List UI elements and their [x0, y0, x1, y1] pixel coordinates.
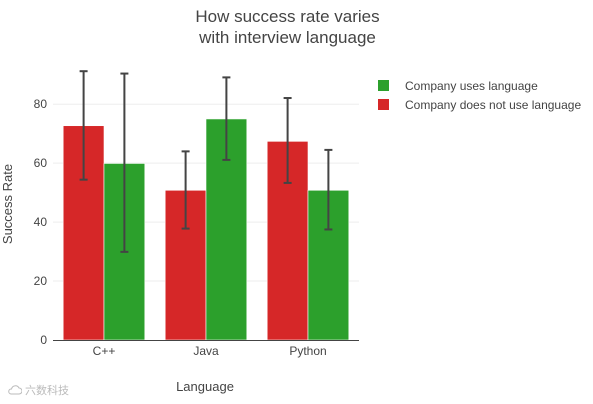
- legend-swatch: [378, 99, 389, 110]
- watermark: 六数科技: [8, 382, 69, 398]
- y-axis-label: Success Rate: [0, 164, 15, 244]
- y-tick-label: 0: [40, 333, 47, 347]
- x-tick-label: Python: [289, 344, 326, 358]
- error-bars-group: [79, 70, 333, 253]
- legend-item[interactable]: Company does not use language: [378, 95, 581, 114]
- legend: Company uses language Company does not us…: [378, 76, 581, 114]
- chart-title: How success rate varies with interview l…: [150, 6, 425, 48]
- legend-item[interactable]: Company uses language: [378, 76, 581, 95]
- watermark-text: 六数科技: [25, 385, 69, 397]
- y-tick-label: 60: [34, 156, 48, 170]
- chart-title-line-2: with interview language: [199, 28, 376, 47]
- error-bar: [181, 150, 190, 230]
- error-bar: [79, 70, 88, 181]
- x-axis-label: Language: [176, 379, 234, 394]
- legend-label: Company uses language: [405, 78, 538, 93]
- legend-label: Company does not use language: [405, 97, 582, 112]
- axes-group: 0 20 40 60 80 C++ Java Python: [34, 97, 359, 358]
- y-tick-label: 80: [34, 97, 48, 111]
- error-bar: [222, 76, 231, 161]
- error-bar: [283, 97, 292, 184]
- error-bar: [120, 72, 129, 253]
- cloud-icon: [8, 385, 22, 395]
- bars-group: [62, 118, 350, 341]
- y-tick-label: 40: [34, 215, 48, 229]
- error-bar: [324, 148, 333, 231]
- chart-title-line-1: How success rate varies: [195, 7, 380, 26]
- x-tick-label: Java: [193, 344, 219, 358]
- x-tick-label: C++: [93, 344, 116, 358]
- y-tick-label: 20: [34, 274, 48, 288]
- legend-swatch: [378, 80, 389, 91]
